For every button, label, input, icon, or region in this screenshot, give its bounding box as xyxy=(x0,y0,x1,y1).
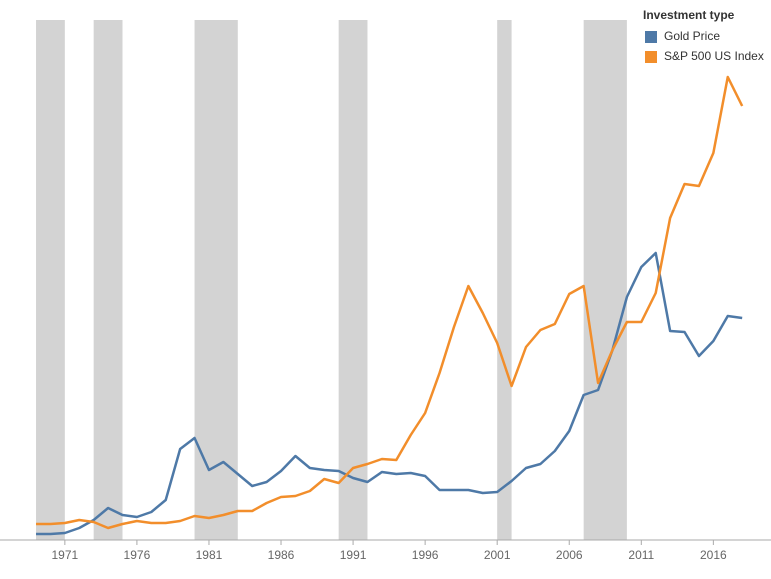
shaded-period xyxy=(194,20,238,540)
x-tick-label: 2006 xyxy=(556,548,583,562)
x-tick-label: 1986 xyxy=(268,548,295,562)
shaded-period xyxy=(36,20,65,540)
legend-swatch xyxy=(645,31,657,43)
legend-label: Gold Price xyxy=(664,29,720,43)
x-tick-label: 1991 xyxy=(340,548,367,562)
x-tick-label: 1976 xyxy=(124,548,151,562)
x-tick-label: 2016 xyxy=(700,548,727,562)
legend-swatch xyxy=(645,51,657,63)
series-line xyxy=(36,251,743,536)
shaded-period xyxy=(583,20,627,540)
legend-title: Investment type xyxy=(643,8,735,22)
x-tick-label: 1981 xyxy=(196,548,223,562)
x-tick-label: 1996 xyxy=(412,548,439,562)
legend-label: S&P 500 US Index xyxy=(664,49,764,63)
series-line xyxy=(36,75,744,530)
shaded-period xyxy=(497,20,512,540)
shaded-period xyxy=(338,20,368,540)
shaded-period xyxy=(93,20,123,540)
x-tick-label: 1971 xyxy=(51,548,78,562)
x-tick-label: 2011 xyxy=(628,548,654,562)
x-tick-label: 2001 xyxy=(484,548,511,562)
